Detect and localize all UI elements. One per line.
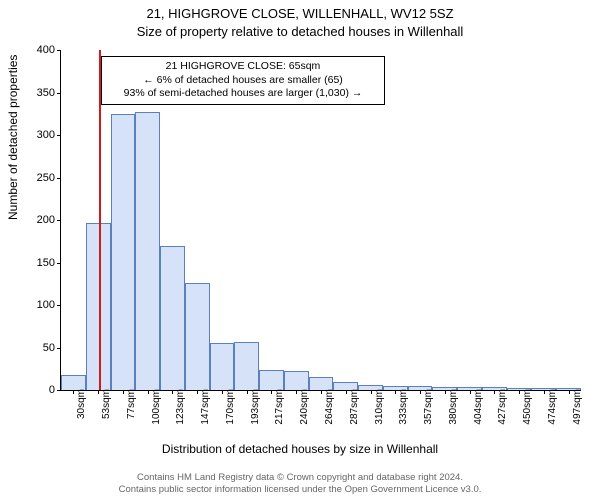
annotation-line: 21 HIGHGROVE CLOSE: 65sqm [108,60,378,74]
x-tick-label: 193sqm [250,389,261,425]
x-tick-label: 170sqm [225,389,236,425]
y-tick-mark [57,220,61,221]
x-tick-label: 287sqm [349,389,360,425]
histogram-bar [185,283,210,390]
y-axis-label: Number of detached properties [6,55,20,220]
x-tick-label: 100sqm [151,389,162,425]
x-tick-mark [98,390,99,394]
x-tick-mark [148,390,149,394]
y-tick-mark [57,390,61,391]
histogram-bar [210,343,235,390]
y-tick-mark [57,305,61,306]
y-tick-label: 250 [21,172,55,184]
annotation-line: 93% of semi-detached houses are larger (… [108,87,378,101]
x-tick-label: 310sqm [374,389,385,425]
x-tick-label: 474sqm [547,389,558,425]
histogram-bar [160,246,185,390]
histogram-bar [86,223,111,390]
x-tick-mark [296,390,297,394]
x-tick-label: 380sqm [448,389,459,425]
x-tick-mark [197,390,198,394]
x-tick-mark [544,390,545,394]
title-address: 21, HIGHGROVE CLOSE, WILLENHALL, WV12 5S… [0,6,600,21]
y-tick-mark [57,263,61,264]
plot-area: 05010015020025030035040030sqm53sqm77sqm1… [60,50,581,391]
histogram-bar [259,370,284,390]
x-tick-mark [271,390,272,394]
x-tick-label: 217sqm [274,389,285,425]
x-tick-label: 450sqm [522,389,533,425]
y-tick-label: 50 [21,342,55,354]
y-tick-label: 100 [21,299,55,311]
x-tick-mark [222,390,223,394]
x-tick-mark [247,390,248,394]
x-tick-mark [123,390,124,394]
y-tick-label: 350 [21,87,55,99]
title-subtitle: Size of property relative to detached ho… [0,24,600,39]
y-tick-label: 300 [21,129,55,141]
y-tick-mark [57,93,61,94]
x-tick-mark [569,390,570,394]
x-tick-label: 357sqm [423,389,434,425]
histogram-bar [234,342,259,390]
x-tick-label: 264sqm [324,389,335,425]
footer-line-2: Contains public sector information licen… [0,484,600,496]
x-tick-mark [73,390,74,394]
x-tick-mark [321,390,322,394]
y-tick-label: 150 [21,257,55,269]
x-tick-label: 30sqm [76,389,87,419]
x-tick-mark [519,390,520,394]
x-tick-label: 147sqm [200,389,211,425]
y-tick-mark [57,50,61,51]
x-axis-label: Distribution of detached houses by size … [0,442,600,456]
x-tick-label: 427sqm [497,389,508,425]
y-tick-mark [57,135,61,136]
x-tick-label: 404sqm [473,389,484,425]
x-tick-mark [445,390,446,394]
x-tick-mark [494,390,495,394]
x-tick-mark [420,390,421,394]
x-tick-label: 53sqm [101,389,112,419]
x-tick-mark [371,390,372,394]
histogram-chart: 05010015020025030035040030sqm53sqm77sqm1… [60,50,580,390]
y-tick-mark [57,348,61,349]
x-tick-mark [346,390,347,394]
y-tick-mark [57,178,61,179]
footer-attribution: Contains HM Land Registry data © Crown c… [0,472,600,496]
x-tick-mark [172,390,173,394]
histogram-bar [284,371,309,390]
y-tick-label: 400 [21,44,55,56]
histogram-bar [61,375,86,390]
histogram-bar [135,112,160,390]
x-tick-label: 240sqm [299,389,310,425]
y-tick-label: 200 [21,214,55,226]
x-tick-label: 123sqm [175,389,186,425]
annotation-line: ← 6% of detached houses are smaller (65) [108,74,378,88]
x-tick-label: 333sqm [398,389,409,425]
annotation-box: 21 HIGHGROVE CLOSE: 65sqm← 6% of detache… [101,56,385,105]
x-tick-label: 77sqm [126,389,137,419]
x-tick-mark [395,390,396,394]
histogram-bar [111,114,136,390]
x-tick-mark [470,390,471,394]
footer-line-1: Contains HM Land Registry data © Crown c… [0,472,600,484]
y-tick-label: 0 [21,384,55,396]
x-tick-label: 497sqm [572,389,583,425]
